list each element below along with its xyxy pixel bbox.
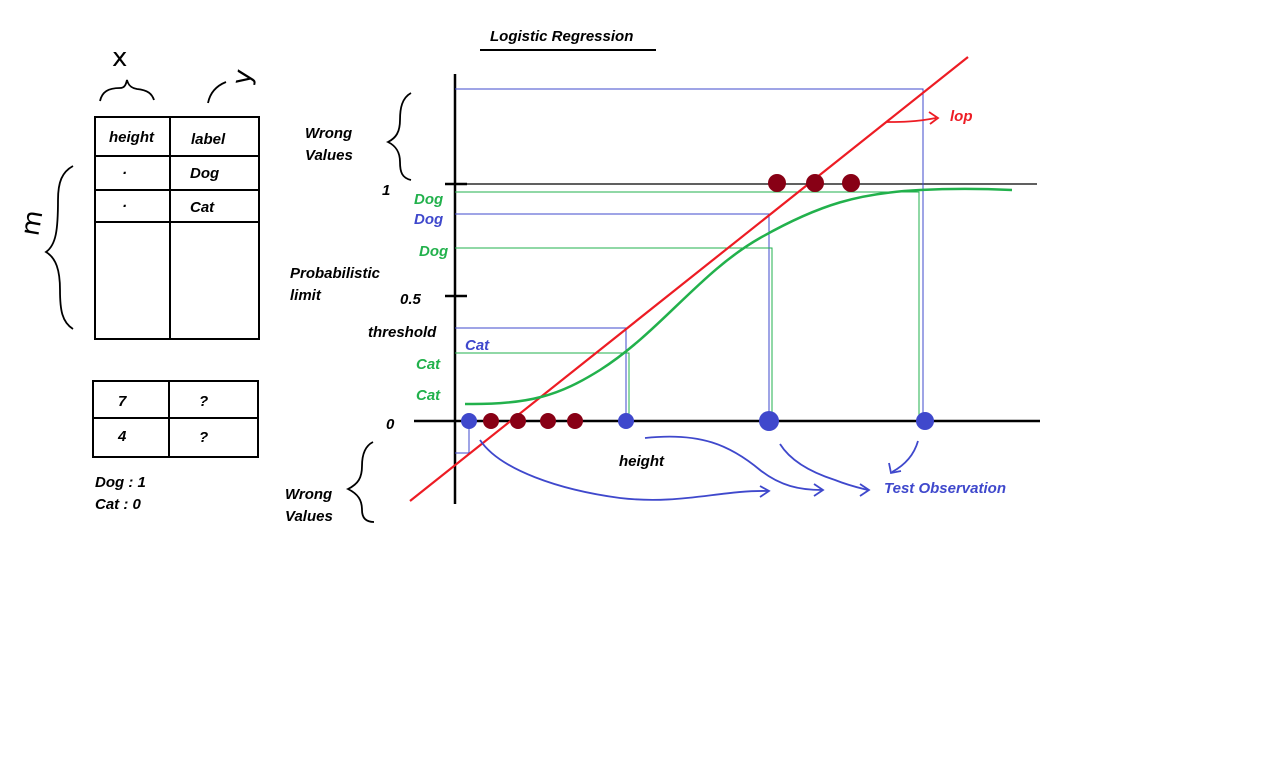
wrong-values-bottom-line1: Wrong [285, 486, 332, 503]
m-brace: m [16, 165, 74, 330]
training-table: height label · Dog · Cat [94, 116, 260, 340]
green-label-cat: Cat [416, 387, 441, 404]
wrong-values-bottom-brace [345, 441, 375, 523]
data-point [806, 174, 824, 192]
data-point [759, 411, 779, 431]
green-projections [455, 191, 920, 421]
table-cell: ? [199, 429, 208, 446]
encoding-dog: Dog : 1 [95, 474, 146, 491]
table-header-label: label [191, 131, 226, 148]
curved-arrow-icon [886, 111, 940, 125]
table-cell: · [122, 198, 127, 215]
data-point [768, 174, 786, 192]
wrong-values-top-line2: Values [305, 147, 353, 164]
m-brace-label: m [16, 208, 50, 238]
threshold-label: threshold [368, 324, 437, 341]
probabilistic-limit-line1: Probabilistic [290, 265, 381, 282]
green-label-dog: Dog [419, 243, 448, 260]
x-brace-label: x [112, 43, 127, 73]
x-axis-label: height [619, 453, 665, 470]
data-point [567, 413, 583, 429]
table-cell: Dog [190, 165, 219, 182]
blue-label-cat: Cat [465, 337, 490, 354]
data-point [618, 413, 634, 429]
linear-regression-line [409, 56, 969, 502]
test-observation-label: Test Observation [884, 480, 1006, 497]
data-point [483, 413, 499, 429]
x-brace: x [99, 43, 155, 102]
green-label-cat: Cat [416, 356, 441, 373]
y-tick-half: 0.5 [400, 291, 422, 308]
curved-arrow-icon [479, 435, 919, 501]
encoding-cat: Cat : 0 [95, 496, 142, 513]
table-cell: · [122, 165, 127, 182]
data-point [842, 174, 860, 192]
green-label-dog: Dog [414, 191, 443, 208]
y-brace: y [207, 67, 259, 104]
data-point [461, 413, 477, 429]
test-points [461, 411, 934, 431]
y-brace-label: y [227, 67, 259, 87]
data-point [510, 413, 526, 429]
table-header-height: height [109, 129, 155, 146]
wrong-values-top-brace [385, 92, 412, 181]
line-label: lop [950, 108, 973, 125]
diagram-title: Logistic Regression [490, 28, 633, 45]
table-cell: 4 [117, 428, 127, 445]
blue-label-dog: Dog [414, 211, 443, 228]
data-point [916, 412, 934, 430]
test-table: 7 ? 4 ? [92, 380, 259, 458]
probabilistic-limit-line2: limit [290, 287, 322, 304]
y-tick-one: 1 [382, 182, 390, 199]
wrong-values-bottom-line2: Values [285, 508, 333, 525]
y-tick-zero: 0 [386, 416, 395, 433]
sigmoid-curve [464, 187, 1013, 406]
training-points [483, 174, 860, 429]
data-point [540, 413, 556, 429]
table-cell: ? [199, 393, 208, 410]
wrong-values-top-line1: Wrong [305, 125, 352, 142]
table-cell: Cat [190, 199, 215, 216]
table-cell: 7 [118, 393, 127, 410]
